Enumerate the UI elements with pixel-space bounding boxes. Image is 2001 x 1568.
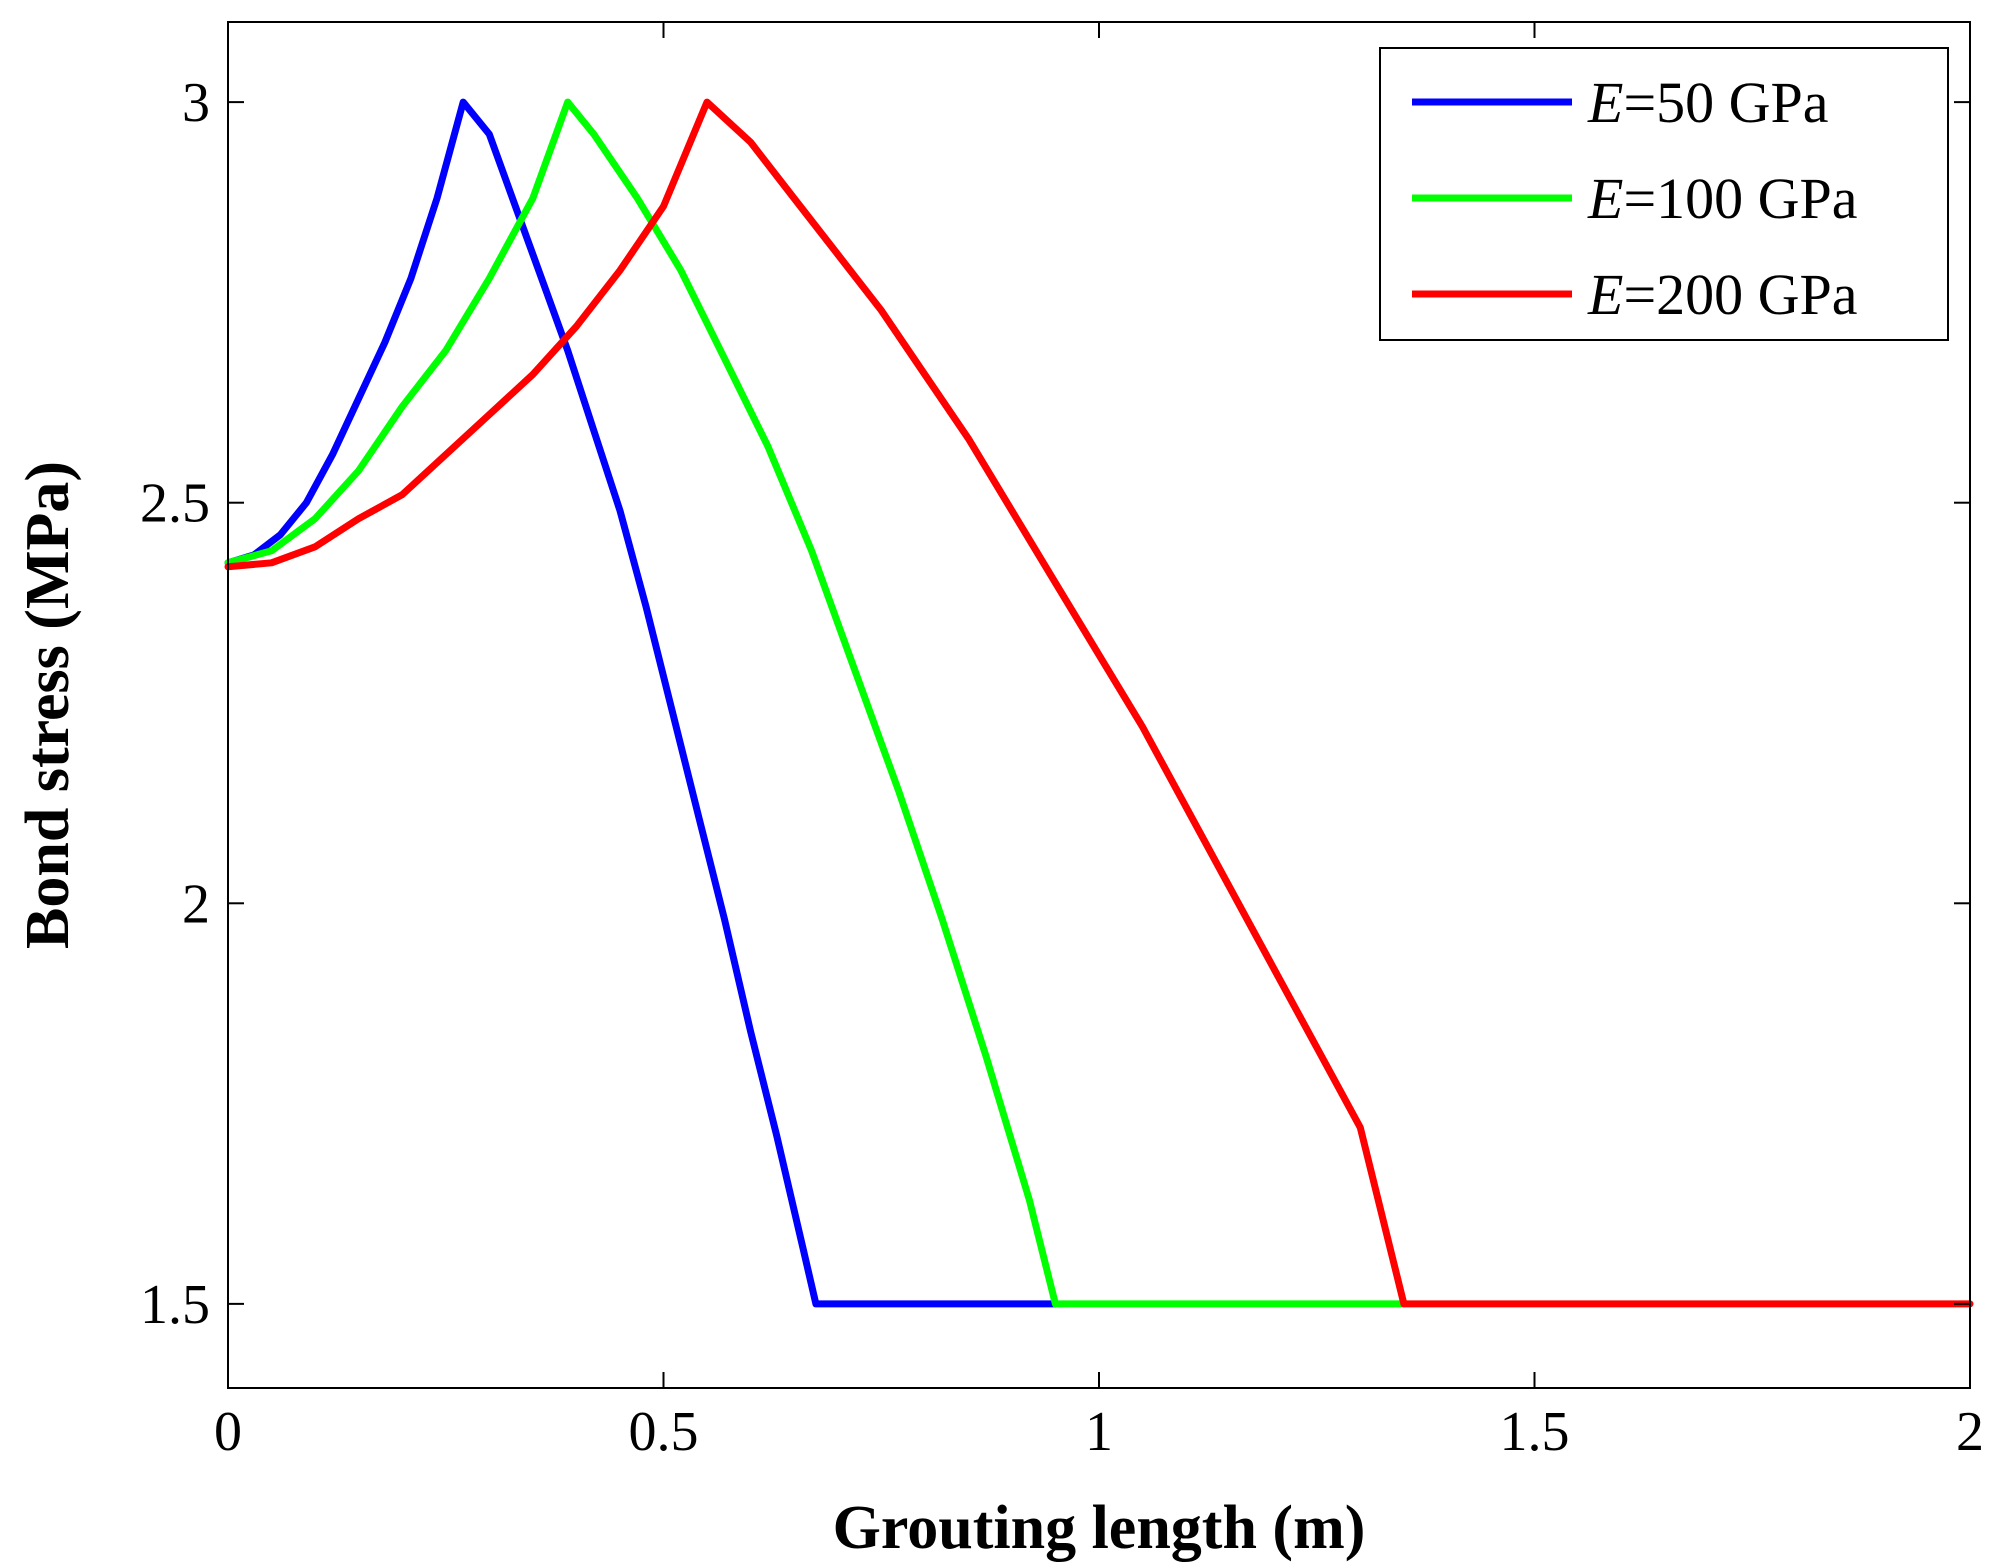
legend-label-3: E=200 GPa	[1587, 262, 1858, 327]
series-line-2	[224, 98, 1408, 1308]
x-tick-label: 1	[1085, 1401, 1113, 1463]
y-axis-ticks: 1.5 2 2.5 3	[140, 72, 1970, 1336]
legend-label-1: E=50 GPa	[1587, 70, 1829, 135]
x-tick-label: 1.5	[1500, 1401, 1570, 1463]
series-layer	[224, 98, 1974, 1308]
x-tick-label: 0	[214, 1401, 242, 1463]
legend-label-2: E=100 GPa	[1587, 166, 1858, 231]
y-tick-label: 2	[182, 873, 210, 935]
series-line-1	[224, 98, 1059, 1308]
y-tick-label: 1.5	[140, 1274, 210, 1336]
x-tick-label: 2	[1956, 1401, 1984, 1463]
y-axis-title: Bond stress (MPa)	[14, 461, 82, 949]
y-tick-label: 3	[182, 72, 210, 134]
x-tick-label: 0.5	[629, 1401, 699, 1463]
x-axis-title: Grouting length (m)	[833, 1494, 1366, 1562]
legend: E=50 GPa E=100 GPa E=200 GPa	[1379, 47, 1949, 341]
y-tick-label: 2.5	[140, 473, 210, 535]
x-axis-ticks: 0 0.5 1 1.5 2	[214, 22, 1984, 1463]
series-line-3	[224, 98, 1974, 1308]
